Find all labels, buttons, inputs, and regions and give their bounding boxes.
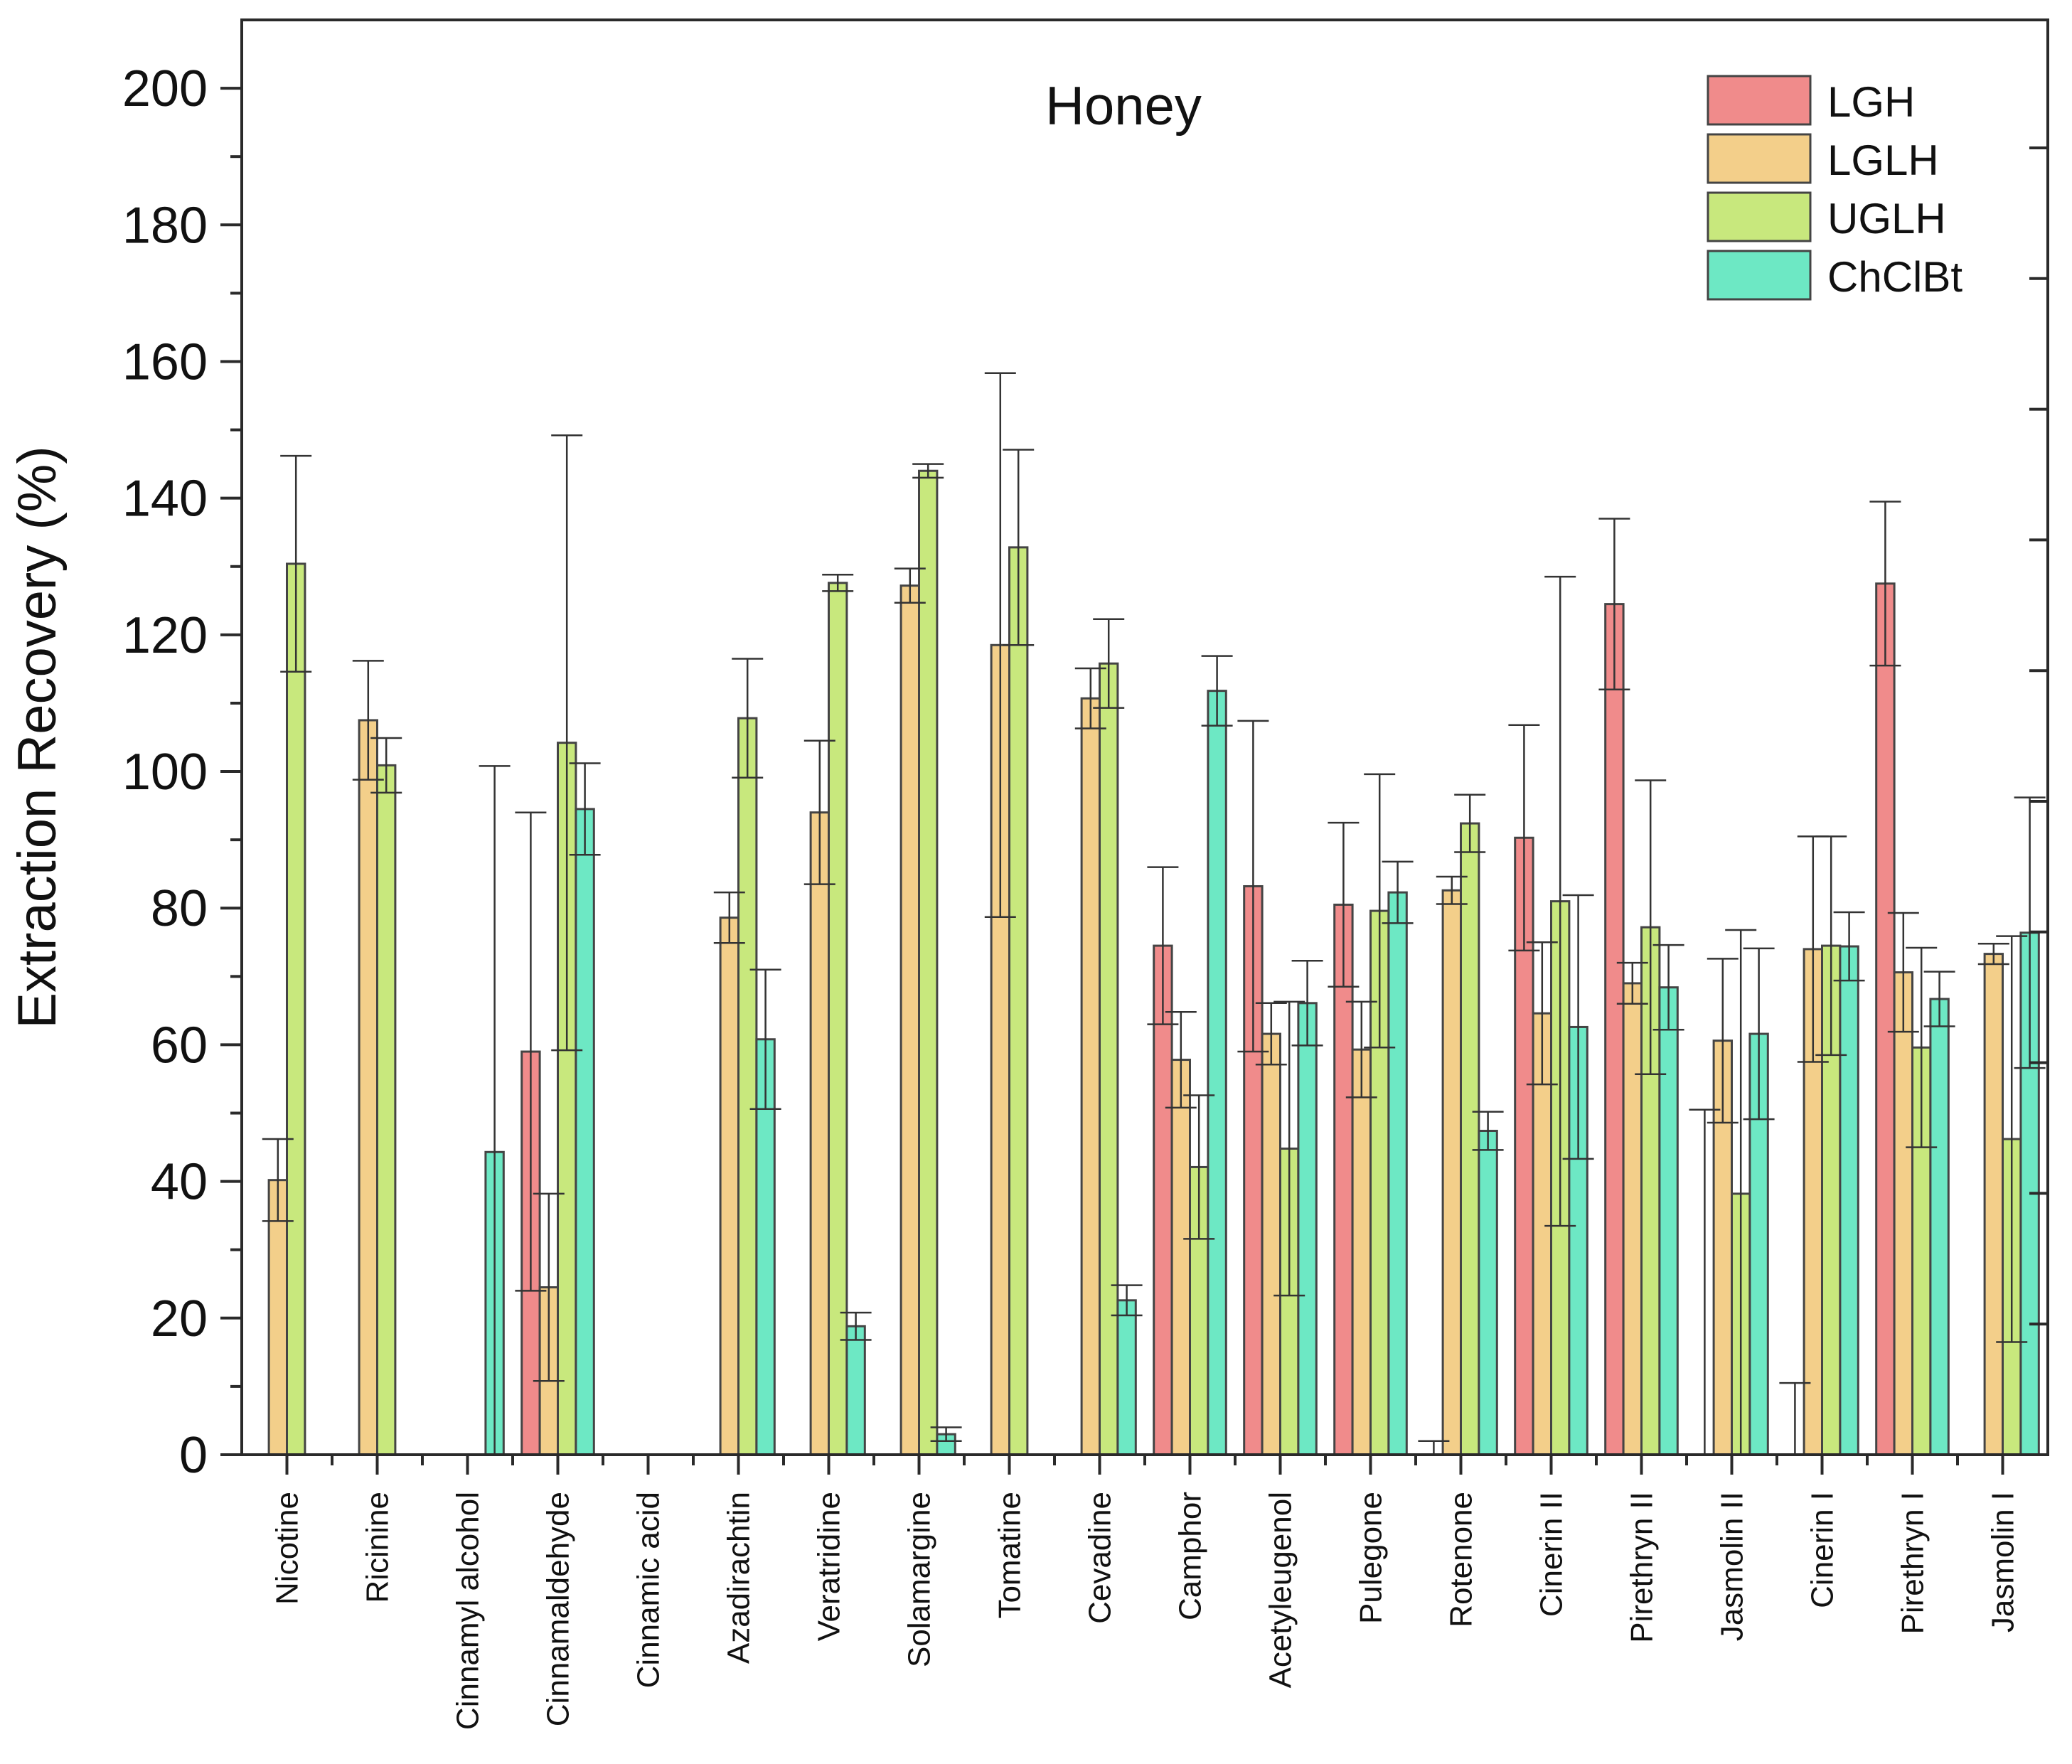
bars-layer xyxy=(267,469,2040,1456)
bar-chclbt xyxy=(1839,945,1859,1456)
y-tick-label: 120 xyxy=(122,607,208,664)
x-tick-label: Rotenone xyxy=(1444,1492,1479,1627)
right-axis-ticks xyxy=(2029,146,2048,1326)
x-tick-label: Camphor xyxy=(1173,1492,1208,1620)
bar-uglh xyxy=(376,764,397,1456)
x-tick-label: Cevadine xyxy=(1083,1492,1118,1624)
y-tick-label: 200 xyxy=(122,60,208,117)
bar-lglh xyxy=(809,811,830,1456)
x-tick-label: Cinerin I xyxy=(1805,1492,1840,1608)
bar-chclbt xyxy=(845,1325,866,1456)
y-tick-label: 40 xyxy=(151,1154,208,1211)
bar-lgh xyxy=(1604,603,1625,1456)
bar-chclbt xyxy=(1116,1299,1137,1456)
legend: LGH LGLH UGLH ChClBt xyxy=(1707,75,1962,301)
x-tick-label: Cinnamaldehyde xyxy=(541,1492,576,1726)
x-tick-label: Cinnamyl alcohol xyxy=(451,1492,486,1730)
bar-chclbt xyxy=(1478,1130,1498,1456)
bar-chclbt xyxy=(1297,1002,1318,1456)
x-tick-label: Cinerin II xyxy=(1534,1492,1569,1617)
x-tick-label: Solamargine xyxy=(902,1492,937,1667)
bar-lgh xyxy=(1875,582,1896,1456)
bar-lglh xyxy=(358,719,379,1456)
bar-uglh xyxy=(737,717,758,1456)
bar-uglh xyxy=(1460,822,1480,1456)
x-axis: Nicotine Ricinine Cinnamyl alcohol Cinnamal… xyxy=(270,1455,2021,1730)
legend-swatch-uglh xyxy=(1707,191,1812,242)
bar-lglh xyxy=(1441,889,1462,1456)
bar-chclbt xyxy=(1929,998,1950,1456)
y-tick-label: 80 xyxy=(151,880,208,937)
x-tick-label: Pirethryn I xyxy=(1896,1492,1931,1635)
x-tick-label: Jasmolin II xyxy=(1715,1492,1750,1641)
legend-label: LGH xyxy=(1827,78,1915,126)
legend-swatch-chclbt xyxy=(1707,250,1812,301)
bar-lglh xyxy=(1080,697,1101,1456)
bar-lglh xyxy=(1983,953,2004,1456)
x-tick-label: Acetyleugenol xyxy=(1264,1492,1298,1688)
chart-title: Honey xyxy=(1045,76,1202,137)
y-axis-title: Extraction Recovery (%) xyxy=(7,446,68,1028)
error-bars-layer xyxy=(262,372,2046,1455)
bar-lglh xyxy=(899,584,920,1456)
y-tick-label: 180 xyxy=(122,197,208,254)
bar-uglh xyxy=(286,562,306,1456)
bar-lglh xyxy=(1893,971,1914,1456)
x-tick-label: Jasmolin I xyxy=(1986,1492,2021,1632)
y-tick-label: 100 xyxy=(122,744,208,801)
bar-lglh xyxy=(1351,1048,1372,1456)
y-tick-label: 60 xyxy=(151,1017,208,1074)
legend-swatch-lgh xyxy=(1707,75,1812,126)
y-tick-label: 160 xyxy=(122,333,208,390)
y-axis: 0 20 40 60 80 100 120 140 160 180 200 xyxy=(122,60,242,1484)
legend-swatch-lglh xyxy=(1707,133,1812,184)
x-tick-label: Nicotine xyxy=(270,1492,305,1605)
x-tick-label: Pulegone xyxy=(1354,1492,1389,1624)
bar-lglh xyxy=(719,916,739,1456)
bar-lglh xyxy=(1261,1032,1281,1456)
x-tick-label: Tomatine xyxy=(993,1492,1027,1619)
x-tick-label: Ricinine xyxy=(361,1492,395,1603)
y-tick-label: 0 xyxy=(179,1427,208,1484)
x-tick-label: Cinnamic acid xyxy=(631,1492,666,1688)
legend-label: UGLH xyxy=(1827,195,1946,242)
bar-lglh xyxy=(1622,982,1643,1456)
x-tick-label: Pirethryn II xyxy=(1625,1492,1660,1643)
y-tick-label: 140 xyxy=(122,471,208,528)
bar-uglh xyxy=(1008,546,1029,1456)
legend-label: ChClBt xyxy=(1827,253,1962,301)
bar-chclbt xyxy=(1658,986,1679,1456)
bar-chclbt xyxy=(1207,690,1227,1456)
y-tick-label: 20 xyxy=(151,1290,208,1347)
bar-lglh xyxy=(1170,1059,1191,1456)
legend-label: LGLH xyxy=(1827,137,1939,184)
bar-chclbt xyxy=(1387,891,1408,1456)
x-tick-label: Azadirachtin xyxy=(722,1492,757,1664)
x-tick-label: Veratridine xyxy=(812,1492,847,1641)
bar-chclbt xyxy=(575,808,595,1456)
bar-uglh xyxy=(1099,662,1119,1456)
bar-uglh xyxy=(828,582,848,1456)
bar-uglh xyxy=(918,469,939,1456)
